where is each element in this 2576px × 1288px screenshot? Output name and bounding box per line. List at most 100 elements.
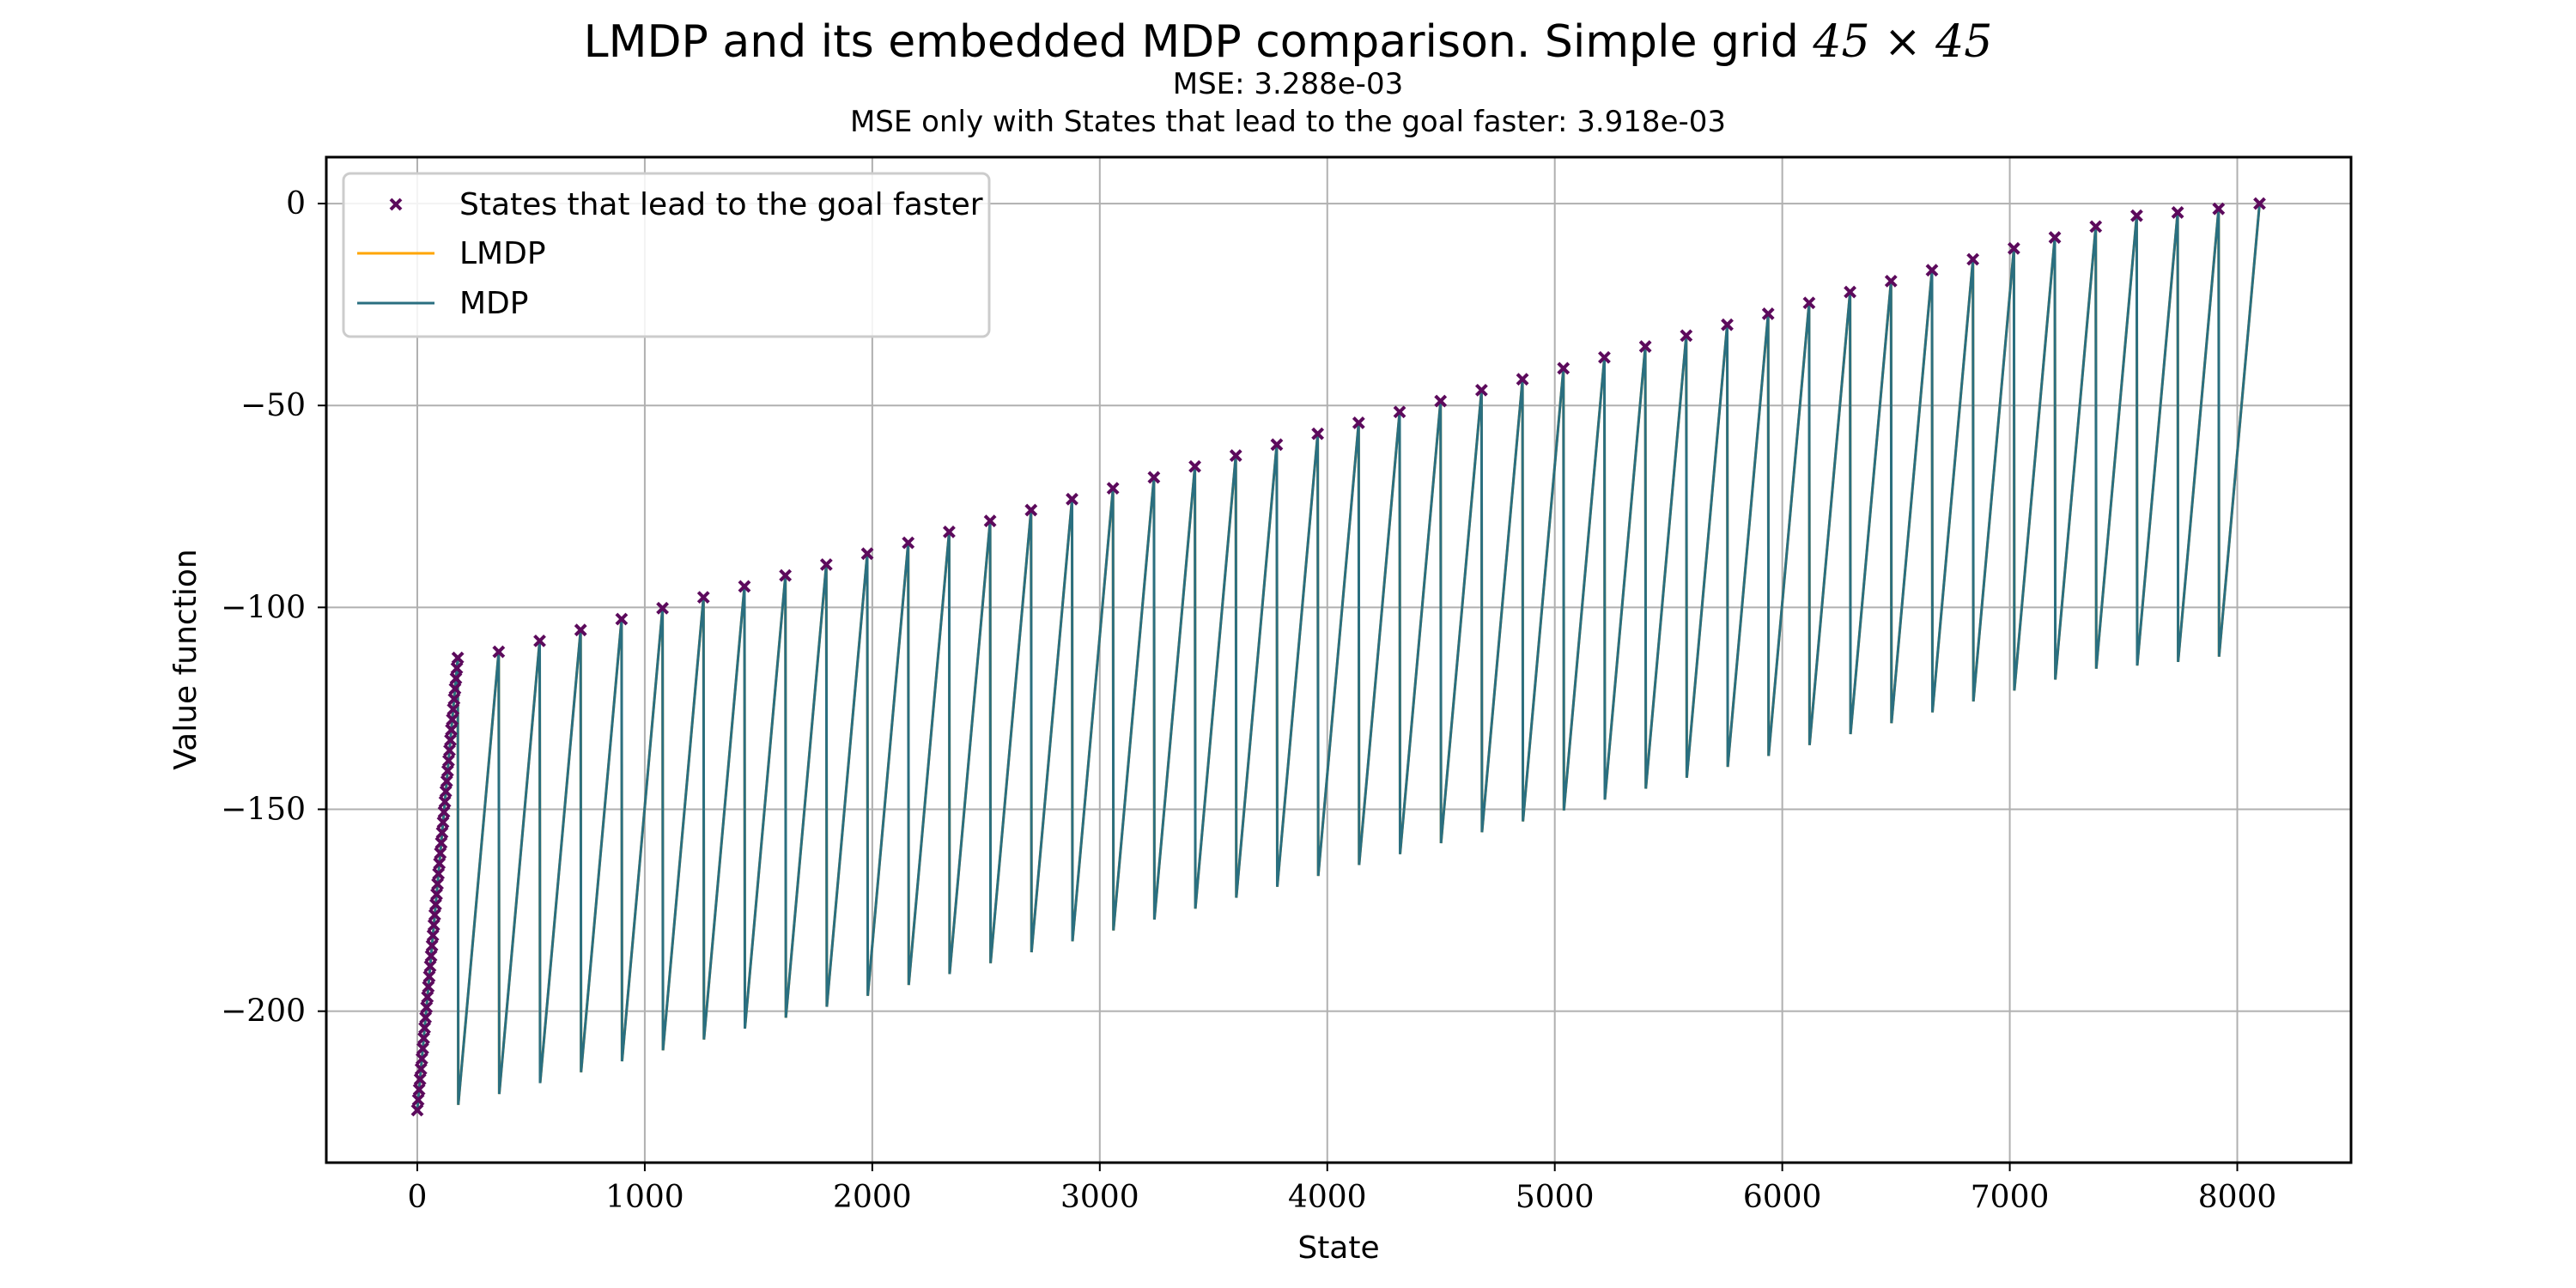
goal-state-marker (1516, 373, 1529, 386)
goal-state-marker (1474, 383, 1488, 397)
goal-state-marker (438, 795, 452, 809)
marker-stroke (1966, 252, 1980, 266)
x-tick-label: 4000 (1288, 1180, 1367, 1215)
goal-state-marker (819, 558, 833, 571)
goal-state-marker (1761, 307, 1775, 320)
marker-stroke (434, 836, 448, 850)
goal-state-marker (2130, 209, 2143, 222)
x-tick-label: 6000 (1743, 1180, 1822, 1215)
marker-stroke (1844, 285, 1857, 299)
goal-state-marker (432, 867, 446, 880)
marker-stroke (738, 580, 751, 593)
title-main-text: LMDP and its embedded MDP comparison. Si… (584, 16, 1814, 68)
marker-stroke (437, 805, 451, 819)
goal-state-marker (2007, 241, 2020, 255)
marker-stroke (819, 558, 833, 571)
marker-stroke (1721, 318, 1734, 331)
goal-state-marker (434, 836, 448, 850)
marker-stroke (420, 1000, 434, 1014)
x-tick-label: 3000 (1060, 1180, 1139, 1215)
legend-label-lmdp: LMDP (459, 236, 546, 271)
marker-stroke (1516, 373, 1529, 386)
marker-stroke (2007, 241, 2020, 255)
goal-state-marker (428, 898, 442, 911)
marker-stroke (416, 1042, 429, 1055)
title-mse-goal: MSE only with States that lead to the go… (850, 105, 1726, 139)
goal-state-marker (1557, 361, 1571, 375)
chart-title: LMDP and its embedded MDP comparison. Si… (584, 16, 1993, 139)
goal-state-marker (419, 1011, 433, 1024)
goal-state-marker (779, 568, 793, 582)
goal-state-marker (447, 692, 461, 706)
goal-state-marker (1434, 394, 1448, 408)
goal-state-marker (2253, 197, 2266, 210)
goal-state-marker (451, 651, 465, 665)
marker-stroke (1598, 350, 1611, 364)
marker-stroke (442, 754, 455, 768)
marker-stroke (428, 908, 441, 921)
goal-state-marker (430, 888, 443, 901)
goal-state-marker (416, 1042, 429, 1055)
goal-state-marker (418, 1021, 431, 1035)
marker-stroke (779, 568, 793, 582)
marker-stroke (1024, 503, 1038, 517)
goal-state-marker (1925, 264, 1939, 277)
title-mse: MSE: 3.288e-03 (1173, 67, 1403, 101)
goal-state-marker (436, 816, 450, 829)
goal-state-marker (983, 514, 997, 528)
marker-stroke (413, 1072, 427, 1086)
goal-state-marker (738, 580, 751, 593)
y-tick-label: −150 (221, 793, 306, 828)
marker-stroke (448, 682, 462, 696)
goal-state-marker (440, 775, 453, 788)
marker-stroke (418, 1021, 431, 1035)
goal-state-marker (425, 939, 439, 952)
goal-state-marker (445, 723, 459, 737)
marker-stroke (1761, 307, 1775, 320)
legend: States that lead to the goal faster LMDP… (342, 172, 991, 338)
marker-stroke (902, 536, 915, 550)
marker-stroke (421, 990, 434, 1004)
marker-stroke (432, 867, 446, 880)
marker-stroke (983, 514, 997, 528)
goal-state-marker (1638, 340, 1652, 353)
goal-state-marker (433, 857, 447, 870)
goal-state-marker (902, 536, 915, 550)
marker-stroke (419, 1011, 433, 1024)
goal-state-marker (492, 645, 506, 659)
marker-stroke (1434, 394, 1448, 408)
goal-state-marker (423, 959, 437, 973)
goal-state-marker (696, 591, 710, 605)
goal-state-marker (1106, 482, 1120, 495)
goal-state-marker (2048, 231, 2062, 245)
marker-stroke (389, 197, 403, 211)
x-tick-label: 0 (408, 1180, 428, 1215)
marker-stroke (2253, 197, 2266, 210)
goal-state-marker (420, 1000, 434, 1014)
marker-stroke (1106, 482, 1120, 495)
goal-state-marker (2171, 206, 2184, 219)
goal-state-marker (1352, 416, 1365, 429)
marker-stroke (1925, 264, 1939, 277)
goal-state-marker (533, 634, 546, 647)
marker-stroke (434, 847, 447, 860)
marker-stroke (696, 591, 710, 605)
marker-stroke (943, 526, 956, 538)
marker-stroke (1188, 459, 1201, 473)
legend-label-goal-states: States that lead to the goal faster (459, 187, 983, 222)
goal-state-marker (615, 612, 629, 626)
goal-state-marker (1721, 318, 1734, 331)
marker-stroke (1680, 329, 1693, 343)
marker-stroke (438, 795, 452, 809)
marker-stroke (1557, 361, 1571, 375)
marker-stroke (410, 1103, 424, 1117)
marker-stroke (411, 1093, 425, 1107)
goal-state-marker (1188, 459, 1201, 473)
goal-state-marker (1311, 427, 1325, 440)
y-tick-label: −200 (221, 994, 306, 1030)
goal-state-marker (414, 1062, 428, 1076)
marker-stroke (574, 623, 587, 637)
axes-frame (325, 155, 2353, 1164)
marker-stroke (447, 702, 460, 716)
